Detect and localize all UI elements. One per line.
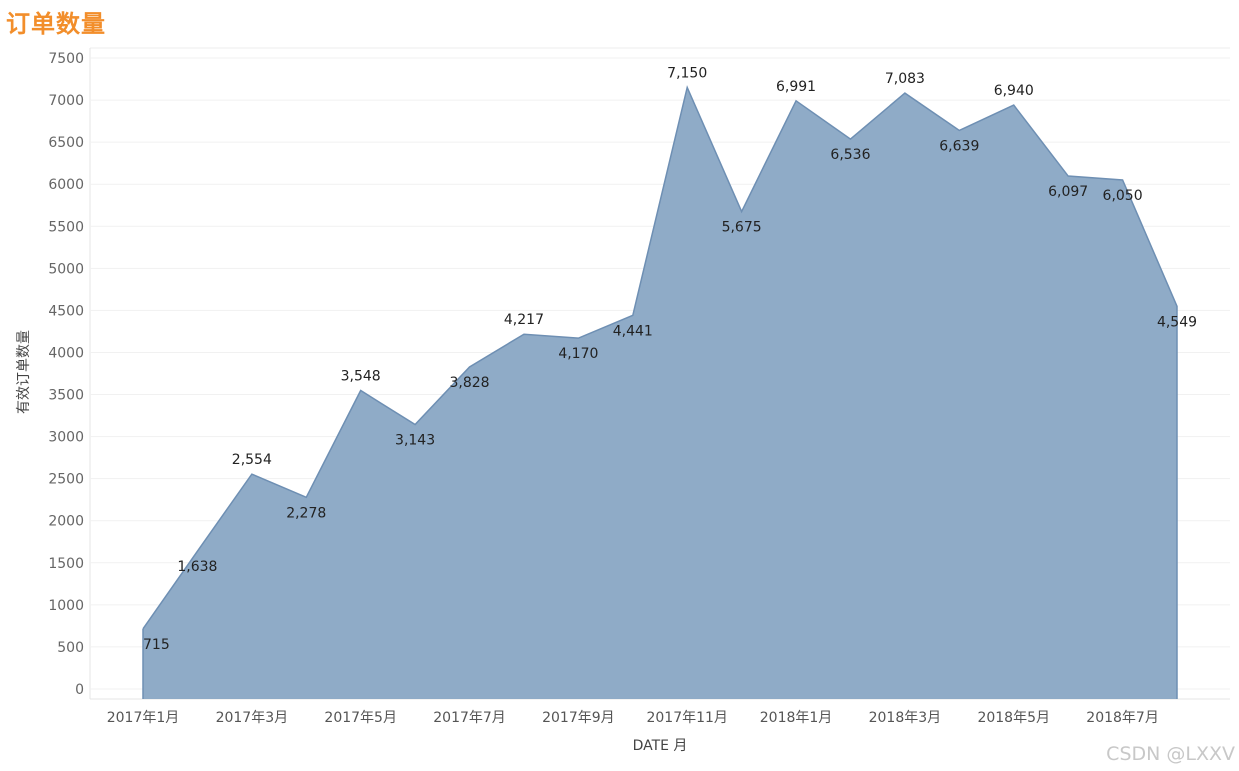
y-tick-label: 2000 [48, 514, 84, 530]
y-tick-label: 5500 [48, 219, 84, 235]
data-label: 6,536 [830, 147, 870, 163]
y-tick-label: 4500 [48, 303, 84, 319]
x-tick-label: 2018年3月 [869, 710, 942, 726]
data-label: 3,143 [395, 433, 435, 449]
x-tick-label: 2017年1月 [107, 710, 180, 726]
chart-title: 订单数量 [6, 10, 106, 38]
y-tick-label: 1500 [48, 556, 84, 572]
data-label: 6,991 [776, 79, 816, 95]
x-tick-label: 2018年7月 [1086, 710, 1159, 726]
data-label: 6,050 [1103, 188, 1143, 204]
series-line [142, 85, 1178, 699]
y-tick-label: 7000 [48, 93, 84, 109]
x-tick-label: 2018年1月 [760, 710, 833, 726]
x-tick-label: 2017年9月 [542, 710, 615, 726]
x-tick-label: 2017年5月 [324, 710, 397, 726]
x-tick-label: 2017年3月 [216, 710, 289, 726]
y-tick-label: 1000 [48, 598, 84, 614]
data-label: 4,441 [613, 323, 653, 339]
y-tick-label: 2500 [48, 472, 84, 488]
y-tick-label: 500 [57, 640, 84, 656]
y-tick-label: 4000 [48, 345, 84, 361]
y-tick-label: 7500 [48, 51, 84, 67]
y-axis-title: 有效订单数量 [16, 330, 32, 414]
y-tick-label: 0 [75, 682, 84, 698]
data-label: 2,554 [232, 452, 272, 468]
series-area [143, 87, 1177, 700]
data-label: 5,675 [722, 220, 762, 236]
watermark: CSDN @LXXV [1106, 743, 1235, 765]
data-label: 6,097 [1048, 184, 1088, 200]
data-label: 3,548 [341, 368, 381, 384]
y-tick-label: 3500 [48, 388, 84, 404]
data-label: 715 [143, 637, 170, 653]
x-tick-label: 2017年7月 [433, 710, 506, 726]
data-label: 7,150 [667, 65, 707, 81]
data-label: 4,217 [504, 312, 544, 328]
data-label: 4,170 [558, 346, 598, 362]
y-tick-label: 3000 [48, 430, 84, 446]
y-tick-label: 6000 [48, 177, 84, 193]
data-label: 7,083 [885, 71, 925, 87]
data-label: 6,639 [939, 138, 979, 154]
data-label: 4,549 [1157, 314, 1197, 330]
y-tick-label: 5000 [48, 261, 84, 277]
x-tick-label: 2017年11月 [646, 710, 727, 726]
data-label: 3,828 [449, 375, 489, 391]
data-label: 1,638 [177, 559, 217, 575]
data-label: 2,278 [286, 505, 326, 521]
data-label: 6,940 [994, 83, 1034, 99]
x-tick-label: 2018年5月 [977, 710, 1050, 726]
y-tick-label: 6500 [48, 135, 84, 151]
x-axis-title: DATE 月 [633, 738, 688, 754]
